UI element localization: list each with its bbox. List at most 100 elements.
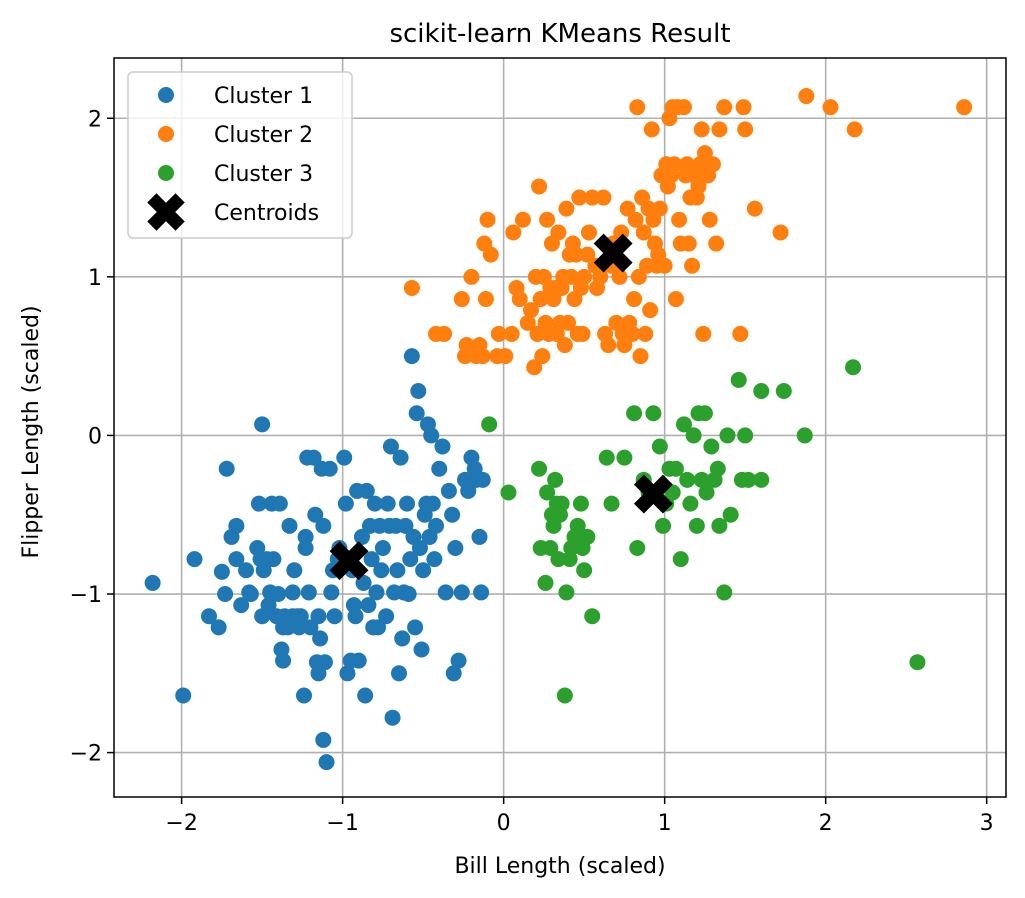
cluster-3-point (655, 517, 672, 534)
cluster-1-point (370, 619, 387, 636)
cluster-1-point (265, 551, 282, 568)
cluster-2-point (684, 257, 701, 274)
cluster-3-point (579, 528, 596, 545)
cluster-1-point (295, 687, 312, 704)
cluster-1-point (384, 709, 401, 726)
cluster-3-point (572, 495, 589, 512)
cluster-1-point (233, 597, 250, 614)
cluster-1-point (474, 471, 491, 488)
cluster-1-point (312, 630, 329, 647)
centroid-marker (329, 541, 369, 581)
cluster-1-point (254, 416, 271, 433)
y-tick-label: 0 (88, 424, 102, 449)
cluster-1-point (471, 528, 488, 545)
cluster-2-point (458, 337, 475, 354)
cluster-1-point (437, 584, 454, 601)
cluster-1-point (428, 517, 445, 534)
cluster-3-point (740, 471, 757, 488)
centroid-marker (633, 474, 673, 514)
cluster-1-point (315, 517, 332, 534)
cluster-2-point (505, 224, 522, 241)
cluster-3-point (722, 506, 739, 523)
cluster-1-point (353, 528, 370, 545)
cluster-2-point (497, 348, 514, 365)
cluster-2-point (531, 178, 548, 195)
cluster-3-point (753, 383, 770, 400)
cluster-3-point (709, 460, 726, 477)
cluster-1-point (360, 597, 377, 614)
cluster-1-point (382, 438, 399, 455)
cluster-3-point (796, 427, 813, 444)
cluster-2-point (474, 348, 491, 365)
cluster-3-point (775, 383, 792, 400)
cluster-1-point (315, 731, 332, 748)
legend-marker (158, 165, 174, 181)
cluster-1-point (411, 540, 428, 557)
cluster-1-point (450, 652, 467, 669)
cluster-2-point (693, 121, 710, 138)
cluster-3-point (753, 471, 770, 488)
cluster-1-point (373, 562, 390, 579)
cluster-1-point (394, 630, 411, 647)
cluster-3-point (500, 484, 517, 501)
cluster-2-point (511, 291, 528, 308)
cluster-1-point (300, 584, 317, 601)
cluster-3-point (550, 551, 567, 568)
cluster-2-point (798, 88, 815, 105)
legend-marker (158, 126, 174, 142)
cluster-2-point (574, 325, 591, 342)
cluster-3-point (685, 427, 702, 444)
cluster-1-point (424, 495, 441, 512)
cluster-2-point (690, 178, 707, 195)
cluster-1-point (347, 608, 364, 625)
cluster-1-point (271, 495, 288, 512)
cluster-1-point (305, 449, 322, 466)
cluster-3-point (569, 517, 586, 534)
cluster-2-point (956, 99, 973, 116)
cluster-2-point (656, 257, 673, 274)
cluster-1-point (358, 482, 375, 499)
cluster-1-point (400, 586, 417, 603)
cluster-2-point (584, 189, 601, 206)
cluster-1-point (339, 665, 356, 682)
cluster-3-point (531, 460, 548, 477)
cluster-2-point (632, 348, 649, 365)
cluster-2-point (611, 268, 628, 285)
data-points (144, 88, 973, 771)
cluster-3-point (616, 449, 633, 466)
cluster-2-point (695, 325, 712, 342)
cluster-2-point (619, 200, 636, 217)
cluster-2-point (523, 302, 540, 319)
cluster-3-point (703, 438, 720, 455)
cluster-2-point (519, 314, 536, 331)
cluster-2-point (576, 268, 593, 285)
legend-centroid-marker (147, 193, 185, 231)
y-tick-label: −2 (70, 742, 102, 767)
cluster-1-point (473, 584, 490, 601)
cluster-3-point (537, 574, 554, 591)
plot-frame (113, 57, 1007, 798)
cluster-3-point (675, 416, 692, 433)
cluster-1-point (175, 687, 192, 704)
cluster-2-point (642, 302, 659, 319)
cluster-2-point (579, 246, 596, 263)
cluster-3-point (682, 495, 699, 512)
cluster-3-point (481, 416, 498, 433)
cluster-3-point (558, 584, 575, 601)
legend-label: Centroids (214, 201, 319, 226)
cluster-1-point (407, 619, 424, 636)
cluster-2-point (571, 189, 588, 206)
cluster-3-point (547, 471, 564, 488)
cluster-2-point (643, 121, 660, 138)
cluster-3-point (711, 517, 728, 534)
cluster-2-point (514, 211, 531, 228)
cluster-1-point (379, 495, 396, 512)
cluster-3-point (603, 495, 620, 512)
cluster-2-point (711, 121, 728, 138)
cluster-3-point (672, 551, 689, 568)
cluster-2-point (846, 121, 863, 138)
cluster-1-point (397, 517, 414, 534)
cluster-3-point (645, 405, 662, 422)
cluster-3-point (696, 405, 713, 422)
cluster-1-point (228, 517, 245, 534)
